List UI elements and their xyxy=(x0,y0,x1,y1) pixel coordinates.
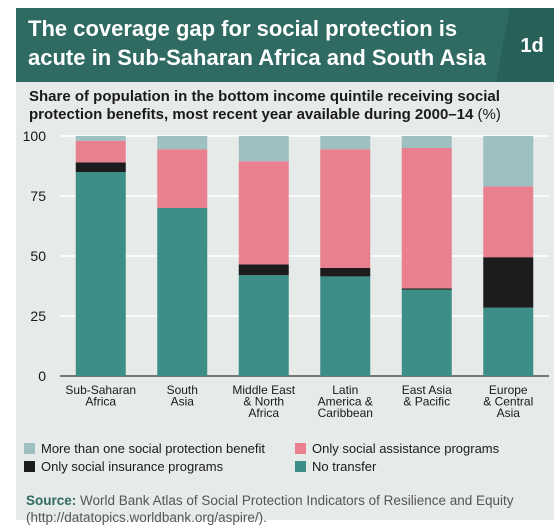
x-tick-label-line: Asia xyxy=(497,406,521,420)
x-tick-label-line: Africa xyxy=(248,406,279,420)
chart-title-line-2: acute in Sub-Saharan Africa and South As… xyxy=(28,45,487,70)
y-tick-label-25: 25 xyxy=(30,308,46,324)
source-text: World Bank Atlas of Social Protection In… xyxy=(26,493,514,525)
chart-title-line-1: The coverage gap for social protection i… xyxy=(28,16,458,41)
legend-item-assistance: Only social assistance programs xyxy=(295,441,499,456)
source-note: Source: World Bank Atlas of Social Prote… xyxy=(26,492,551,526)
legend-swatch-more-than-one xyxy=(24,443,35,454)
bar-segment-5-0 xyxy=(483,307,534,376)
x-tick-label-line: East Asia xyxy=(402,383,452,397)
x-tick-label-line: Asia xyxy=(171,395,195,409)
bar-segment-3-3 xyxy=(320,136,371,150)
bar-segment-4-0 xyxy=(401,289,452,376)
bar-segment-0-0 xyxy=(75,172,126,376)
legend-item-no-transfer: No transfer xyxy=(295,459,376,474)
legend-label-more-than-one: More than one social protection benefit xyxy=(41,441,266,456)
y-tick-label-50: 50 xyxy=(30,248,46,264)
x-tick-label-1: South Asia xyxy=(167,383,198,409)
x-tick-label-line: Sub-Saharan xyxy=(65,383,136,397)
x-tick-label-5: Europe & Central Asia xyxy=(483,383,533,420)
bar-segment-2-2 xyxy=(238,161,289,265)
bar-segment-3-2 xyxy=(320,149,371,268)
bar-segment-5-1 xyxy=(483,257,534,308)
chart-title: The coverage gap for social protection i… xyxy=(28,14,498,72)
figure-number: 1d xyxy=(520,34,544,57)
bar-segment-4-2 xyxy=(401,148,452,289)
y-tick-label-100: 100 xyxy=(23,128,47,144)
bar-segment-0-3 xyxy=(75,136,126,141)
y-tick-label-75: 75 xyxy=(30,188,46,204)
x-tick-label-3: Latin America & Caribbean xyxy=(318,383,373,420)
x-tick-label-0: Sub-Saharan Africa xyxy=(65,383,136,409)
x-tick-label-line: Europe xyxy=(489,383,528,397)
subtitle-unit: (%) xyxy=(477,106,501,123)
bar-segment-2-3 xyxy=(238,136,289,162)
source-label: Source: xyxy=(26,493,77,508)
bar-segment-0-1 xyxy=(75,162,126,172)
legend-swatch-insurance xyxy=(24,461,35,472)
bar-segment-4-3 xyxy=(401,136,452,148)
x-tick-label-line: Latin xyxy=(332,383,358,397)
y-tick-label-0: 0 xyxy=(38,368,46,384)
bar-segment-0-2 xyxy=(75,140,126,163)
bar-segment-1-3 xyxy=(157,136,208,150)
x-tick-label-line: & Central xyxy=(483,395,533,409)
legend-swatch-assistance xyxy=(295,443,306,454)
x-tick-label-line: America & xyxy=(318,395,373,409)
x-tick-label-line: Africa xyxy=(85,395,116,409)
subtitle-text: Share of population in the bottom income… xyxy=(29,88,500,123)
bar-segment-2-1 xyxy=(238,264,289,276)
bar-segment-1-0 xyxy=(157,208,208,376)
legend-label-assistance: Only social assistance programs xyxy=(312,441,500,456)
x-tick-label-line: South xyxy=(167,383,198,397)
bar-segment-2-0 xyxy=(238,275,289,376)
legend-label-insurance: Only social insurance programs xyxy=(41,459,224,474)
badge-background xyxy=(496,8,554,82)
x-tick-label-4: East Asia & Pacific xyxy=(402,383,452,409)
legend-swatch-no-transfer xyxy=(295,461,306,472)
x-tick-label-line: & Pacific xyxy=(403,395,450,409)
bar-segment-3-1 xyxy=(320,268,371,277)
legend-item-insurance: Only social insurance programs xyxy=(24,459,223,474)
bar-segment-3-0 xyxy=(320,276,371,376)
x-tick-label-line: & North xyxy=(243,395,284,409)
bar-segment-5-2 xyxy=(483,186,534,258)
legend-label-no-transfer: No transfer xyxy=(312,459,377,474)
bar-segment-4-1 xyxy=(401,288,452,290)
bar-segment-5-3 xyxy=(483,136,534,187)
chart-subtitle: Share of population in the bottom income… xyxy=(29,88,549,124)
x-tick-label-line: Caribbean xyxy=(318,406,373,420)
figure-badge: 1d xyxy=(496,8,554,82)
x-tick-label-line: Middle East xyxy=(232,383,295,397)
chart-card: The coverage gap for social protection i… xyxy=(16,8,554,525)
chart-header: The coverage gap for social protection i… xyxy=(16,8,554,82)
legend-item-more-than-one: More than one social protection benefit xyxy=(24,441,265,456)
x-tick-label-2: Middle East & North Africa xyxy=(232,383,295,420)
bar-segment-1-2 xyxy=(157,149,208,208)
